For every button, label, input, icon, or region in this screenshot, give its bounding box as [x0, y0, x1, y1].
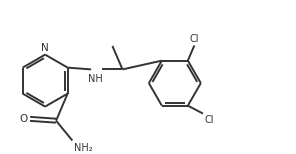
Text: N: N — [41, 43, 49, 53]
Text: NH: NH — [89, 75, 103, 85]
Text: Cl: Cl — [190, 34, 200, 44]
Text: Cl: Cl — [205, 115, 214, 125]
Text: O: O — [19, 114, 28, 124]
Text: NH₂: NH₂ — [74, 143, 92, 153]
